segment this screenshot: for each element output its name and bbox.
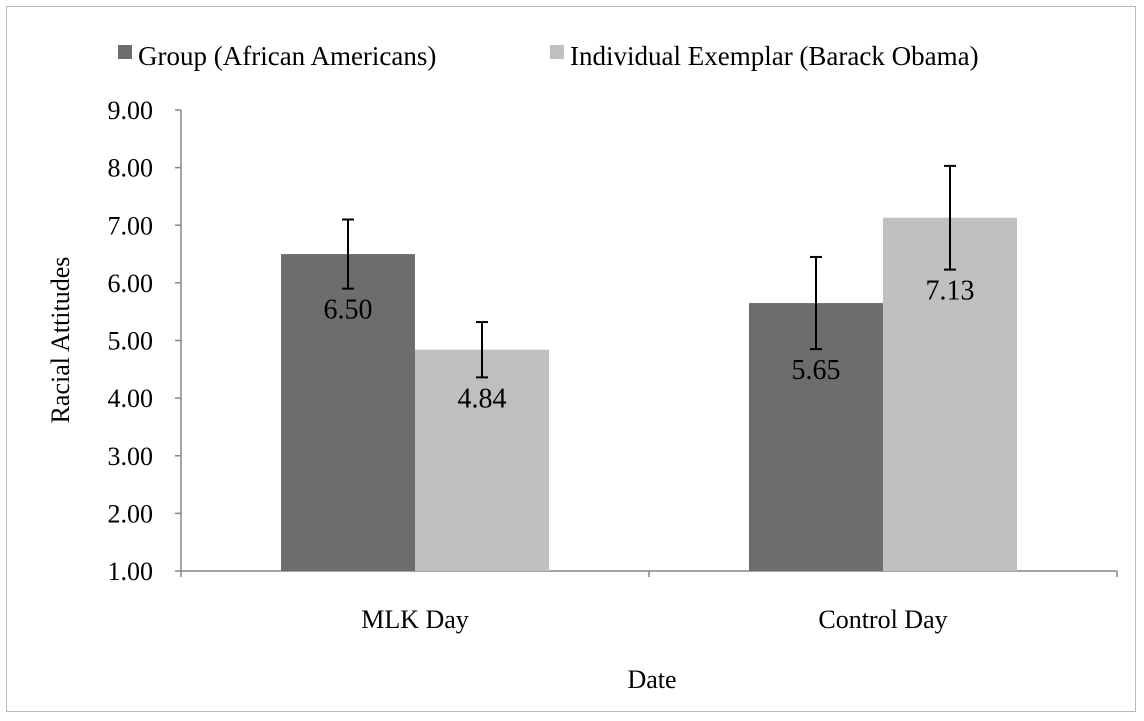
- y-tick-label: 9.00: [108, 96, 154, 125]
- x-axis-title: Date: [627, 665, 676, 694]
- error-bars: [342, 164, 956, 379]
- legend-label: Individual Exemplar (Barack Obama): [570, 41, 979, 71]
- legend-label: Group (African Americans): [138, 41, 436, 71]
- y-tick-label: 7.00: [108, 211, 154, 240]
- y-tick-label: 3.00: [108, 442, 154, 471]
- y-tick-label: 6.00: [108, 269, 154, 298]
- value-labels: 6.50 5.65 4.84 7.13: [324, 276, 975, 415]
- y-axis-title: Racial Attitudes: [46, 257, 75, 424]
- data-label: 5.65: [792, 355, 841, 386]
- bars: [281, 217, 1017, 572]
- legend: Group (African Americans) Individual Exem…: [118, 41, 979, 71]
- bar: [281, 254, 415, 571]
- data-label: 4.84: [458, 383, 507, 414]
- x-tick-label: MLK Day: [361, 605, 469, 634]
- x-tick-label: Control Day: [818, 605, 947, 634]
- y-tick-label: 2.00: [108, 499, 154, 528]
- legend-swatch: [118, 45, 132, 59]
- x-axis: MLK Day Control Day: [180, 570, 1118, 634]
- y-axis: 1.00 2.00 3.00 4.00 5.00 6.00 7.00 8.00 9.00: [108, 96, 182, 586]
- y-tick-label: 5.00: [108, 327, 154, 356]
- y-tick-label: 1.00: [108, 557, 154, 586]
- legend-swatch: [550, 45, 564, 59]
- data-label: 6.50: [324, 295, 373, 326]
- bar: [883, 217, 1017, 572]
- y-tick-label: 4.00: [108, 384, 154, 413]
- bar: [415, 349, 549, 571]
- data-label: 7.13: [926, 276, 975, 307]
- y-tick-label: 8.00: [108, 154, 154, 183]
